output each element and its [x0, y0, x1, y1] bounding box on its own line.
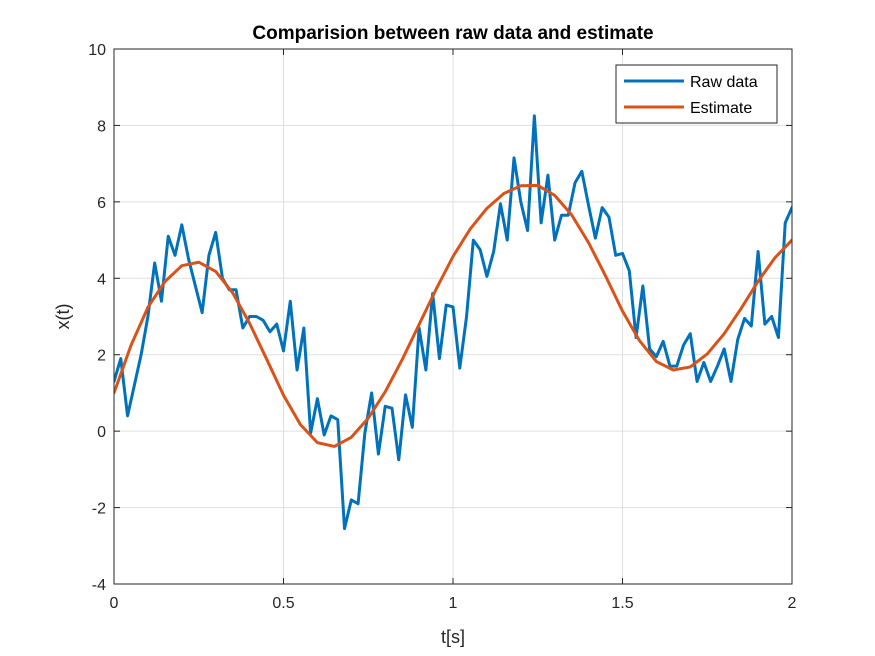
legend-label-raw-data: Raw data [690, 74, 758, 91]
x-tick-label: 2 [788, 595, 797, 612]
y-tick-label: -4 [92, 577, 106, 594]
legend-label-estimate: Estimate [690, 100, 752, 117]
legend-box [615, 64, 778, 124]
series-layer [114, 114, 792, 531]
legend: Raw data Estimate [615, 64, 778, 124]
x-axis-label: t[s] [441, 627, 465, 647]
ticks [113, 48, 793, 585]
y-tick-label: 4 [97, 271, 106, 288]
y-tick-label: 2 [97, 348, 106, 365]
x-tick-label: 0 [110, 595, 119, 612]
series-line-estimate [114, 183, 792, 448]
y-tick-label: 6 [97, 195, 106, 212]
x-tick-label: 1 [449, 595, 458, 612]
y-axis-label: x(t) [53, 304, 73, 330]
y-tick-label: 8 [97, 118, 106, 135]
x-tick-label: 0.5 [272, 595, 294, 612]
y-tick-label: 10 [88, 42, 106, 59]
chart-title: Comparision between raw data and estimat… [252, 23, 653, 44]
y-tick-label: -2 [92, 501, 106, 518]
tick-labels: 0 0.5 1 1.5 2 -4 -2 0 2 4 6 8 10 [88, 42, 796, 612]
y-tick-label: 0 [97, 424, 106, 441]
x-tick-label: 1.5 [611, 595, 633, 612]
